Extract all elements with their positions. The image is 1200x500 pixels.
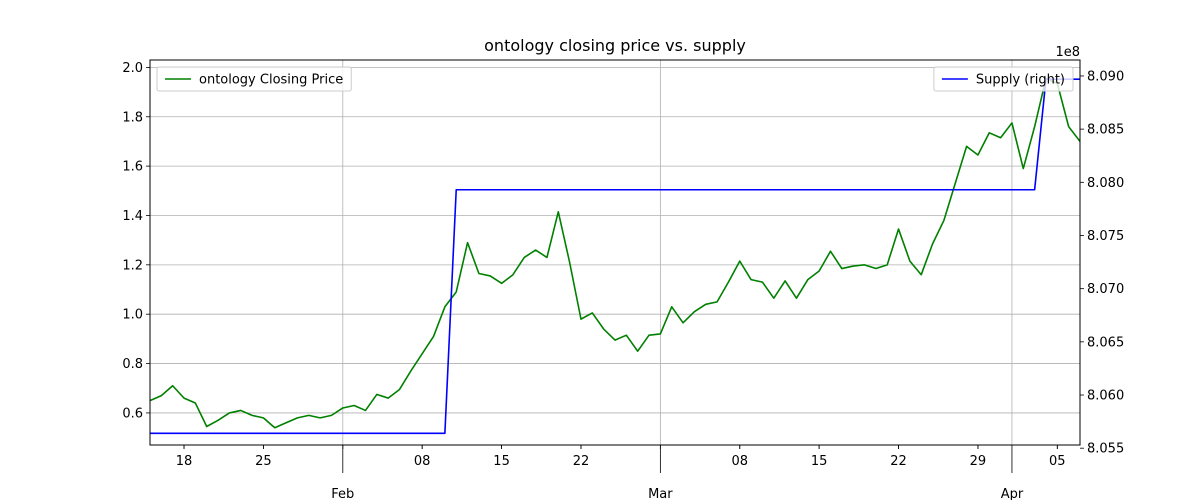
x-minor-tick-label: 15 [493, 454, 510, 469]
x-minor-tick-label: 15 [811, 454, 828, 469]
y-left-tick-label: 1.2 [122, 258, 143, 273]
legend-label-supply: Supply (right) [976, 73, 1065, 88]
x-minor-tick-label: 08 [731, 454, 748, 469]
x-minor-tick-label: 22 [573, 454, 590, 469]
y-left-tick-label: 1.0 [122, 308, 143, 323]
chart-title: ontology closing price vs. supply [484, 36, 746, 55]
y-right-tick-label: 8.070 [1087, 282, 1124, 297]
x-minor-tick-label: 25 [255, 454, 272, 469]
x-major-tick-label: Apr [1001, 487, 1024, 500]
x-minor-tick-label: 29 [970, 454, 987, 469]
legend-closing-price: ontology Closing Price [156, 66, 352, 92]
x-minor-tick-label: 18 [176, 454, 193, 469]
grid-layer [150, 60, 1080, 445]
right-axis-offset-text: 1e8 [1055, 45, 1080, 60]
x-major-tick-label: Mar [648, 487, 673, 500]
x-major-tick-label: Feb [331, 487, 354, 500]
legend-supply: Supply (right) [933, 66, 1074, 92]
y-right-tick-label: 8.055 [1087, 442, 1124, 457]
x-minor-tick-label: 08 [414, 454, 431, 469]
y-right-tick-label: 8.080 [1087, 176, 1124, 191]
y-right-tick-label: 8.065 [1087, 335, 1124, 350]
y-left-tick-label: 1.6 [122, 160, 143, 175]
y-left-tick-label: 2.0 [122, 61, 143, 76]
plot-frame [149, 59, 1081, 446]
y-right-tick-label: 8.060 [1087, 389, 1124, 404]
supply-line [150, 78, 1080, 435]
y-left-tick-label: 0.6 [122, 406, 143, 421]
y-left-tick-label: 0.8 [122, 357, 143, 372]
legend-label-closing-price: ontology Closing Price [199, 73, 343, 88]
legend-box [156, 66, 352, 92]
closing-price-line [150, 77, 1080, 429]
legend-box [933, 66, 1074, 92]
y-left-tick-label: 1.4 [122, 209, 143, 224]
x-minor-tick-label: 05 [1049, 454, 1066, 469]
y-left-tick-label: 1.8 [122, 110, 143, 125]
tick-layer: 0.6 0.8 1.0 1.2 1.4 1.6 1.8 2.0 8.055 8.060 8.065 8… [122, 61, 1124, 500]
series-layer [150, 77, 1080, 435]
y-right-tick-label: 8.075 [1087, 229, 1124, 244]
y-right-tick-label: 8.090 [1087, 69, 1124, 84]
y-right-tick-label: 8.085 [1087, 123, 1124, 138]
x-minor-tick-label: 22 [890, 454, 907, 469]
